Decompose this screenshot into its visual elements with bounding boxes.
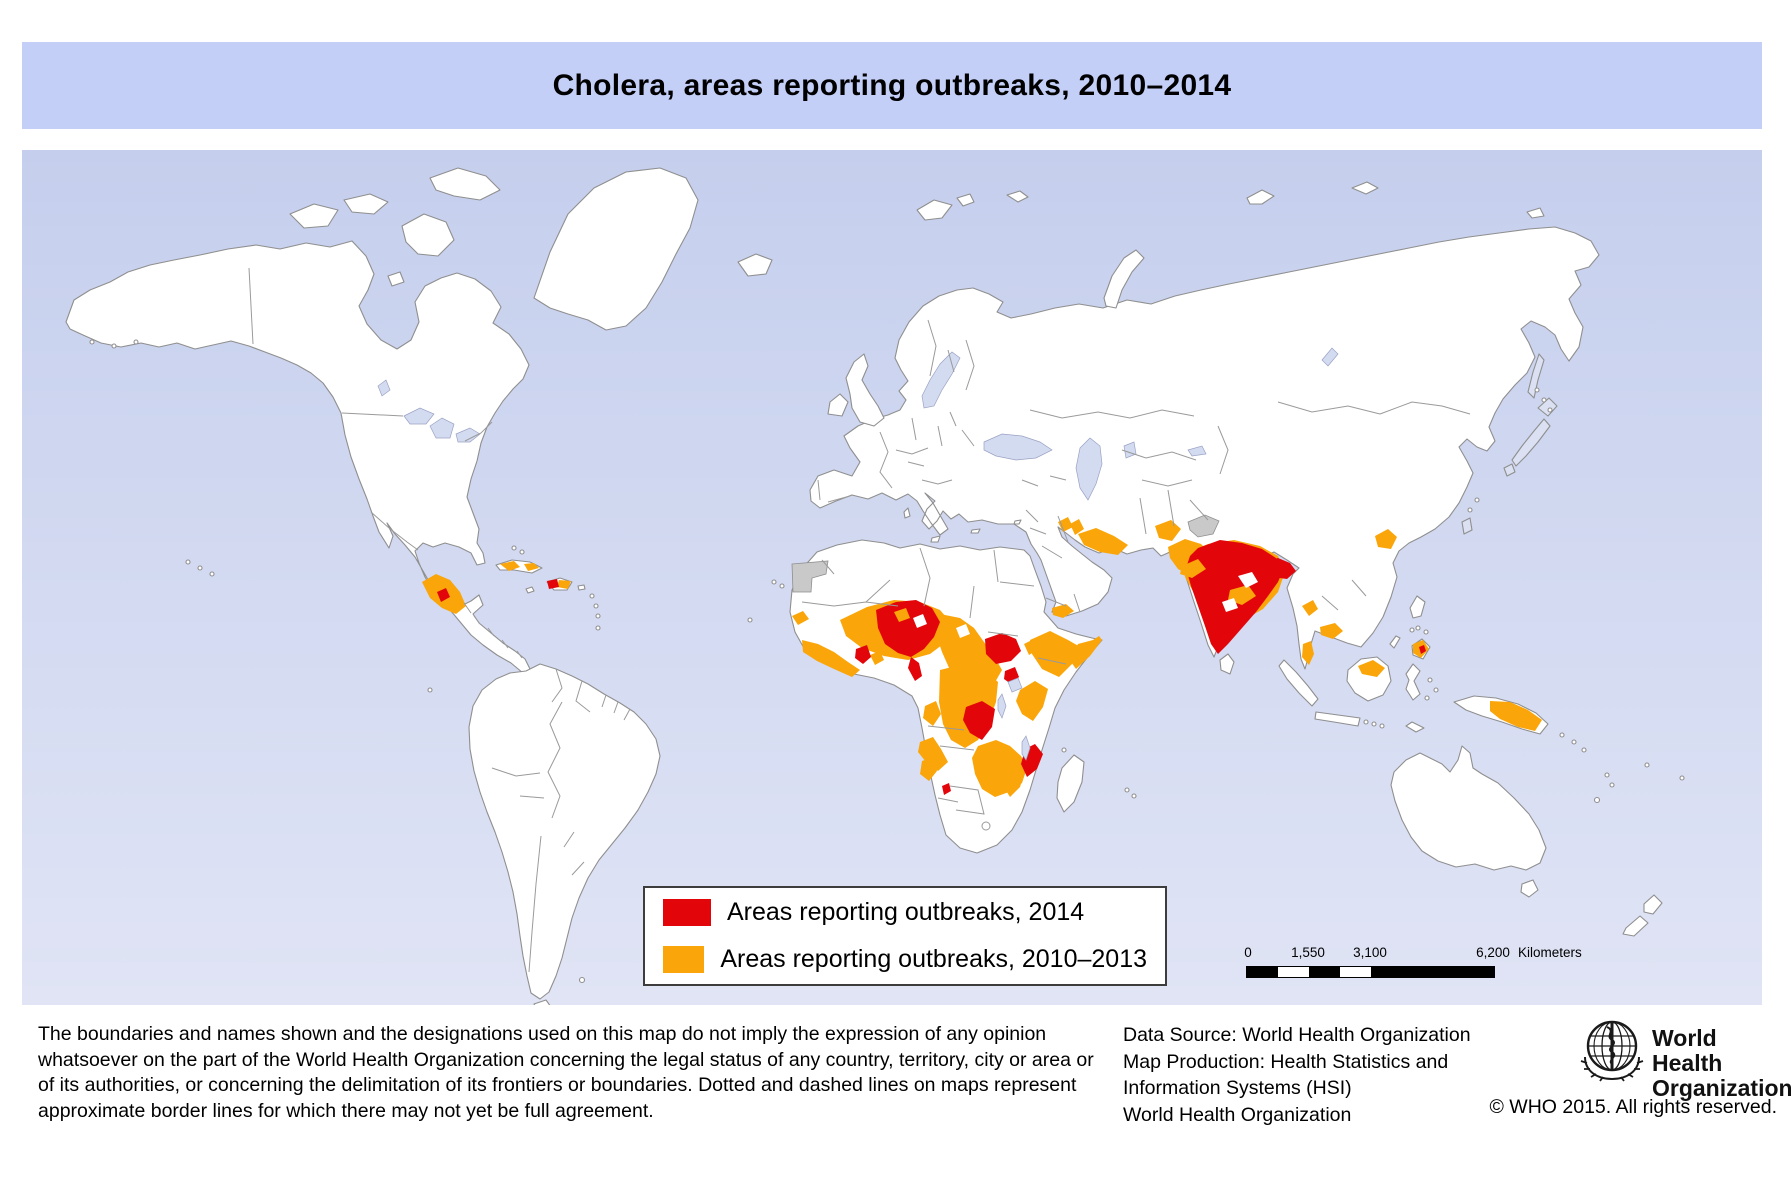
footer: The boundaries and names shown and the d… (22, 1012, 1791, 1192)
scale-segment (1309, 967, 1340, 977)
lake-tanganyika (997, 693, 1007, 719)
scale-segment (1247, 967, 1278, 977)
legend-swatch-2010-2013 (663, 946, 705, 973)
scale-tick-6200: 6,200 (1476, 945, 1510, 960)
lake-superior (403, 407, 435, 425)
iceland (737, 253, 773, 277)
scale-tick-0: 0 (1244, 945, 1252, 960)
australia (1390, 745, 1547, 871)
lake-balkhash (1187, 445, 1207, 457)
outbreak-detail-white-pockets (913, 572, 1258, 638)
data-source-line: Information Systems (HSI) (1123, 1077, 1352, 1099)
lake-michigan-huron (429, 417, 455, 439)
scale-bar-graphic (1246, 966, 1495, 978)
kyushu (1503, 463, 1516, 477)
country-borders-layer (248, 267, 1471, 973)
lakes-layer (377, 347, 1339, 761)
scale-bar: 0 1,550 3,100 6,200 Kilometers (1244, 945, 1606, 985)
lake-victoria (1007, 677, 1023, 693)
sakhalin (1527, 353, 1545, 399)
jamaica (525, 586, 535, 594)
who-logo-block: World Health Organization © WHO 2015. Al… (1452, 1016, 1791, 1126)
who-logo-name-line1: World Health (1652, 1025, 1723, 1076)
outbreak-detail-orange-pockets (894, 559, 1256, 622)
timor (1405, 721, 1425, 733)
page-title: Cholera, areas reporting outbreaks, 2010… (552, 68, 1232, 102)
boundary-disclaimer: The boundaries and names shown and the d… (38, 1023, 1094, 1122)
legend-label-2010-2013: Areas reporting outbreaks, 2010–2013 (720, 945, 1147, 973)
small-islands (89, 339, 1685, 984)
disputed-areas-layer (791, 514, 1220, 593)
east-asian-islands (1461, 353, 1558, 535)
continent-north-america (65, 240, 532, 674)
scale-segment (1340, 967, 1371, 977)
data-source-line: Map Production: Health Statistics and (1123, 1050, 1449, 1073)
sumatra (1278, 659, 1319, 707)
who-emblem-icon (1580, 1020, 1644, 1082)
legend-swatch-2014 (663, 899, 711, 926)
black-sea (983, 433, 1053, 461)
legend-label-2014: Areas reporting outbreaks, 2014 (727, 898, 1085, 926)
puerto-rico (577, 584, 586, 591)
map-legend: Areas reporting outbreaks, 2014 Areas re… (643, 886, 1167, 986)
arctic-islands (289, 167, 501, 287)
lake-erie-ontario (455, 427, 481, 443)
eurasian-arctic-islands (916, 181, 1545, 309)
baltic-sea (921, 351, 961, 409)
palawan (1389, 635, 1401, 649)
scale-tick-1550: 1,550 (1291, 945, 1325, 960)
honshu (1511, 418, 1551, 467)
western-sahara-area (791, 560, 829, 593)
greenland (533, 167, 699, 331)
scale-segment (1371, 967, 1494, 977)
crete (970, 528, 981, 534)
tierra-del-fuego (533, 999, 551, 1005)
who-logo-name-line2: Organization (1652, 1075, 1791, 1101)
legend-item-2010-2013: Areas reporting outbreaks, 2010–2013 (663, 946, 1147, 973)
continent-eurasia (809, 226, 1600, 670)
data-source-block: Data Source: World Health Organization M… (1123, 1022, 1471, 1128)
map-panel: Areas reporting outbreaks, 2014 Areas re… (22, 150, 1762, 1005)
scale-unit-label: Kilometers (1518, 945, 1582, 960)
sicily (930, 535, 941, 543)
kashmir-area (1187, 514, 1220, 538)
world-map (22, 150, 1762, 1005)
copyright-notice: © WHO 2015. All rights reserved. (1489, 1096, 1777, 1118)
sri-lanka (1219, 653, 1235, 675)
lake-baikal (1321, 347, 1339, 367)
mediterranean-islands (903, 507, 1022, 543)
legend-swatch-2010-2013-rect (663, 946, 705, 973)
data-source-line: Data Source: World Health Organization (1123, 1024, 1471, 1046)
new-zealand-north (1643, 894, 1663, 915)
lake-malawi (1021, 735, 1031, 761)
sulawesi (1405, 663, 1421, 701)
scale-tick-3100: 3,100 (1353, 945, 1387, 960)
who-logo-name: World Health Organization (1652, 1026, 1791, 1101)
great-britain (845, 353, 885, 427)
continent-south-america (468, 663, 661, 1000)
caspian-sea (1075, 437, 1103, 501)
cyprus (1013, 519, 1022, 525)
scale-bar-labels: 0 1,550 3,100 6,200 Kilometers (1244, 945, 1606, 963)
data-source-line: World Health Organization (1123, 1103, 1352, 1126)
legend-item-2014: Areas reporting outbreaks, 2014 (663, 899, 1147, 926)
taiwan (1461, 517, 1473, 535)
ireland (827, 393, 849, 417)
lake-winnipeg (377, 379, 391, 397)
tasmania (1520, 879, 1539, 898)
java (1314, 711, 1361, 727)
legend-swatch-2014-rect (663, 899, 711, 926)
scale-segment (1278, 967, 1309, 977)
luzon (1409, 595, 1426, 619)
sardinia (903, 507, 911, 519)
madagascar (1056, 754, 1085, 813)
new-zealand-south (1622, 915, 1649, 937)
title-bar: Cholera, areas reporting outbreaks, 2010… (22, 42, 1762, 129)
